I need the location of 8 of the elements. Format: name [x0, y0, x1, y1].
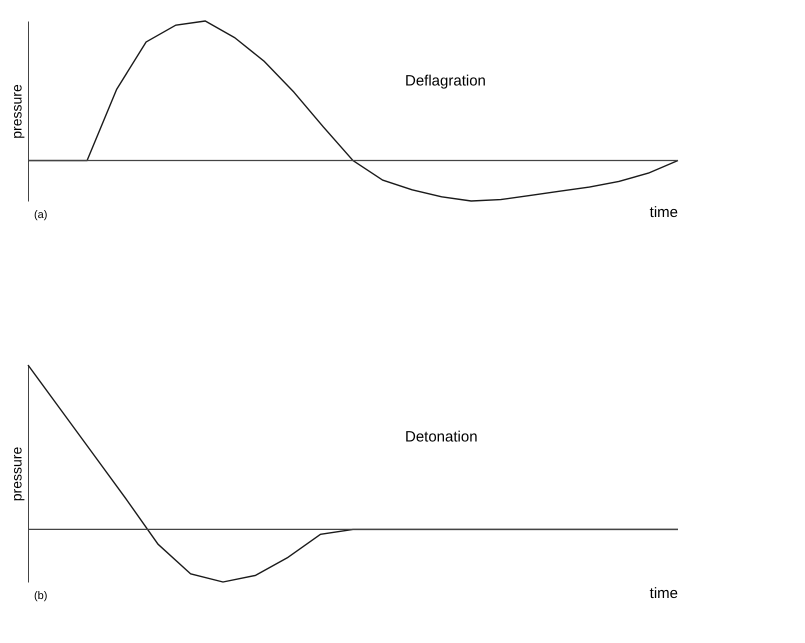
x-axis-title: time: [650, 585, 678, 602]
y-axis-title: pressure: [8, 446, 24, 502]
text: (a): [34, 209, 48, 221]
text: Detonation: [405, 428, 478, 446]
text: Deflagration: [405, 72, 486, 90]
text: (b): [34, 590, 48, 602]
x-axis-title: time: [650, 204, 678, 221]
y-axis-title: pressure: [8, 84, 24, 139]
